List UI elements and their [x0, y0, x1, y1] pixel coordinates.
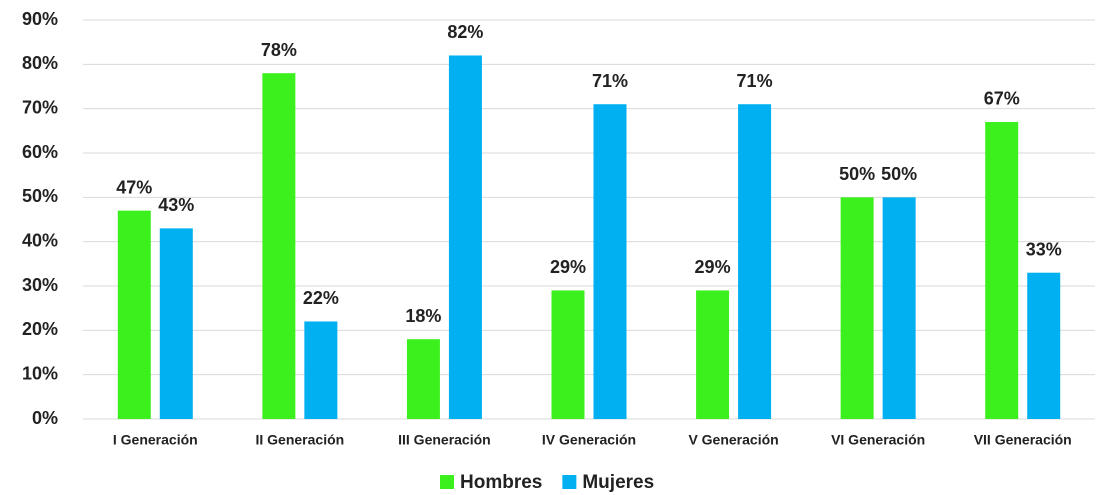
value-label: 33%: [1026, 239, 1062, 259]
value-label: 78%: [261, 40, 297, 60]
value-label: 50%: [881, 164, 917, 184]
bar: [696, 290, 730, 419]
legend-swatch: [440, 475, 454, 489]
bar: [985, 121, 1019, 419]
value-label: 50%: [839, 164, 875, 184]
value-label: 43%: [158, 195, 194, 215]
value-label: 71%: [737, 71, 773, 91]
value-label: 29%: [550, 257, 586, 277]
bar: [448, 55, 482, 419]
legend-swatch: [562, 475, 577, 489]
y-tick-label: 90%: [22, 9, 58, 29]
x-tick-label: V Generación: [688, 432, 778, 448]
value-label: 82%: [447, 22, 483, 42]
value-label: 71%: [592, 71, 628, 91]
legend-label: Hombres: [460, 472, 542, 493]
bar: [840, 197, 874, 419]
x-tick-label: II Generación: [256, 432, 345, 448]
value-label: 29%: [695, 257, 731, 277]
y-tick-label: 30%: [22, 275, 58, 295]
y-tick-label: 40%: [22, 230, 58, 250]
bar: [262, 73, 296, 419]
x-tick-label: VII Generación: [974, 432, 1072, 448]
value-label: 47%: [116, 177, 152, 197]
y-tick-label: 70%: [22, 97, 58, 117]
bar: [738, 104, 772, 419]
value-label: 18%: [405, 306, 441, 326]
bar: [159, 228, 193, 419]
bar: [304, 321, 338, 419]
x-tick-label: IV Generación: [542, 432, 636, 448]
y-tick-label: 50%: [22, 186, 58, 206]
y-tick-label: 0%: [32, 408, 58, 428]
bar: [593, 104, 627, 419]
legend-label: Mujeres: [582, 472, 654, 493]
value-label: 67%: [984, 89, 1020, 109]
value-label: 22%: [303, 288, 339, 308]
x-tick-label: III Generación: [398, 432, 491, 448]
y-tick-label: 10%: [22, 363, 58, 383]
bar: [406, 339, 440, 419]
x-tick-label: VI Generación: [831, 432, 925, 448]
bar: [1027, 272, 1061, 419]
y-tick-label: 80%: [22, 53, 58, 73]
x-tick-label: I Generación: [113, 432, 198, 448]
bar: [882, 197, 916, 419]
y-tick-label: 20%: [22, 319, 58, 339]
bar: [117, 210, 151, 419]
bar: [551, 290, 585, 419]
y-tick-label: 60%: [22, 142, 58, 162]
